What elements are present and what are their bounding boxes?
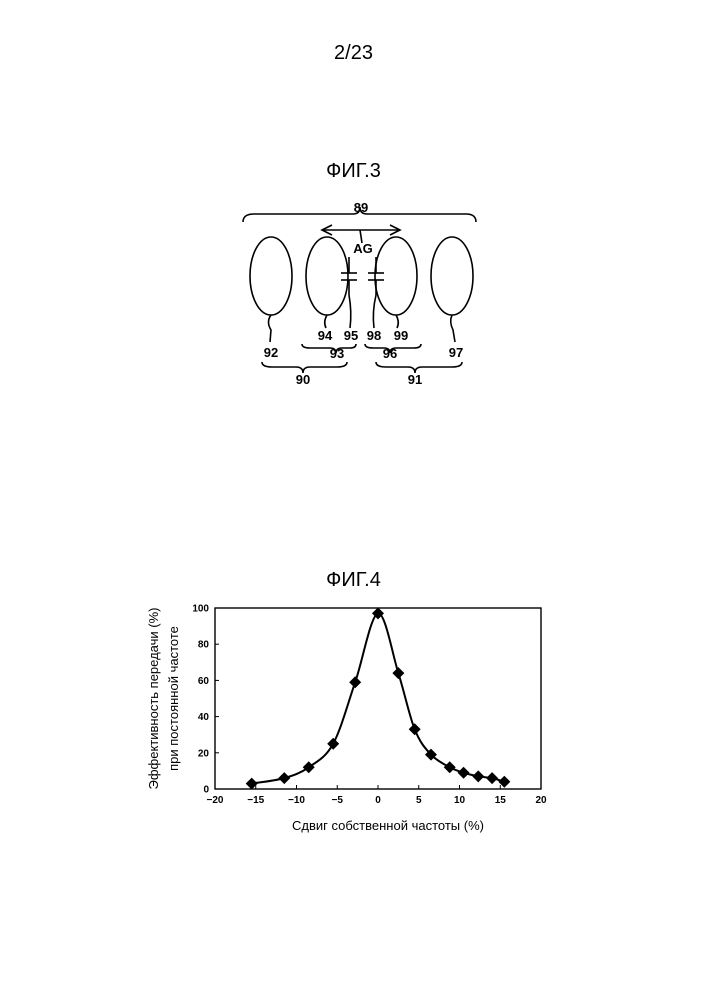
coil-99: [375, 237, 417, 315]
data-point: [303, 761, 315, 773]
coil-97: [431, 237, 473, 315]
plot-frame: [215, 608, 541, 789]
x-tick-label: −5: [332, 795, 344, 806]
x-tick-label: −15: [247, 795, 264, 806]
figure-3-diagram: 89 AG 94 95 98 99 92 93 96 97 90 91: [0, 0, 707, 400]
label-93: 93: [330, 346, 344, 361]
x-tick-label: −20: [207, 795, 224, 806]
label-91: 91: [408, 372, 422, 387]
label-89: 89: [354, 200, 368, 215]
x-tick-label: 5: [416, 795, 422, 806]
x-axis-label: Сдвиг собственной частоты (%): [292, 818, 484, 833]
y-axis-label-line: Эффективность передачи (%): [146, 607, 161, 789]
x-tick-label: −10: [288, 795, 305, 806]
label-98: 98: [367, 328, 381, 343]
label-ag: AG: [353, 241, 373, 256]
figure-4-chart: −20 −15 −10 −5 0 5 10 15 20 0 20 40 60 80 100 Сдвиг соб…: [0, 560, 707, 860]
x-tick-label: 15: [495, 795, 507, 806]
data-point: [472, 770, 484, 782]
y-tick-label: 40: [198, 712, 210, 723]
x-tick-label: 0: [375, 795, 381, 806]
y-axis-label-line: при постоянной частоте: [166, 626, 181, 771]
y-tick-label: 100: [192, 604, 209, 615]
data-point: [486, 772, 498, 784]
x-tick-label: 10: [454, 795, 466, 806]
data-point: [444, 761, 456, 773]
data-point: [278, 772, 290, 784]
label-95: 95: [344, 328, 358, 343]
coil-92: [250, 237, 292, 315]
series-line: [252, 613, 505, 783]
x-tick-label: 20: [535, 795, 547, 806]
y-tick-label: 80: [198, 640, 210, 651]
y-tick-label: 60: [198, 676, 210, 687]
data-point: [458, 767, 470, 779]
label-96: 96: [383, 346, 397, 361]
label-94: 94: [318, 328, 333, 343]
label-92: 92: [264, 345, 278, 360]
label-97: 97: [449, 345, 463, 360]
data-point: [349, 676, 361, 688]
coil-94: [306, 237, 348, 315]
data-point: [392, 667, 404, 679]
y-tick-label: 20: [198, 748, 210, 759]
data-point: [327, 738, 339, 750]
label-90: 90: [296, 372, 310, 387]
data-point: [409, 723, 421, 735]
y-tick-label: 0: [203, 785, 209, 796]
label-99: 99: [394, 328, 408, 343]
